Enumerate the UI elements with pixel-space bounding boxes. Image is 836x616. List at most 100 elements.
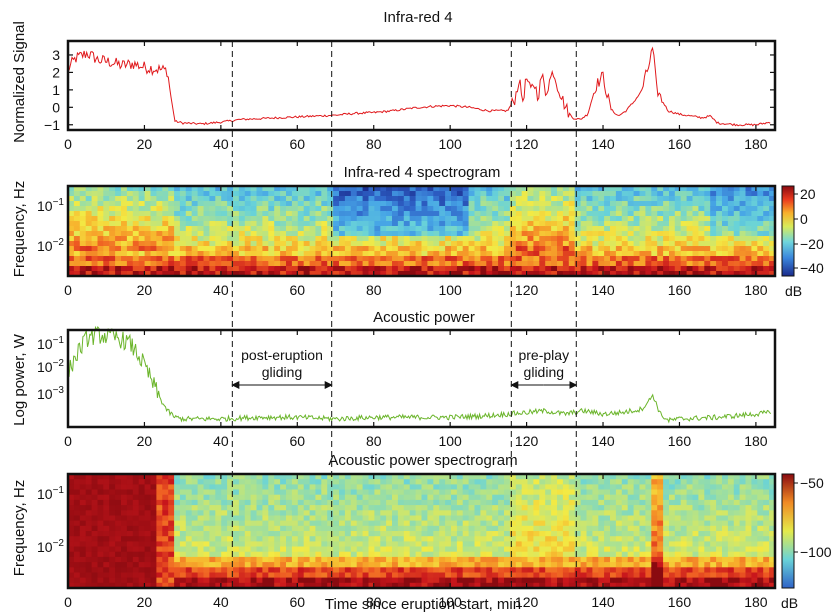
ir4-spectrogram-cell [462,271,470,277]
acoustic-spectrogram-cell [392,572,399,579]
acoustic-spectrogram-cell [462,577,470,584]
ir4-spectrogram-cell [521,231,529,237]
acoustic-spectrogram-cell [433,474,440,480]
acoustic-spectrogram-cell [692,484,699,491]
ir4-spectrogram-cell [492,226,499,232]
ir4-spectrogram-cell [303,186,311,192]
acoustic-spectrogram-cell [162,494,169,501]
acoustic-spectrogram-cell [203,556,210,563]
acoustic-spectrogram-cell [315,510,322,517]
ir4-spectrogram-cell [132,221,140,227]
acoustic-spectrogram-cell [162,505,169,511]
ir4-spectrogram-cell [221,216,228,222]
acoustic-spectrogram-cell [233,474,240,480]
ir4-spectrogram-cell [504,231,511,237]
acoustic-spectrogram-cell [763,515,770,522]
ir4-spectrogram-cell [262,236,269,242]
ir4-spectrogram-cell [757,236,764,242]
ir4-spectrogram-cell [545,191,552,197]
ir4-spectrogram-cell [374,201,381,207]
acoustic-spectrogram-cell [409,551,417,558]
ir4-spectrogram-cell [574,231,582,237]
acoustic-spectrogram-cell [763,546,770,553]
ir4-spectrogram-cell [621,236,629,242]
acoustic-spectrogram-cell [262,582,269,589]
ir4-spectrogram-cell [91,266,99,272]
ir4-spectrogram-cell [274,231,281,237]
acoustic-spectrogram-cell [421,551,428,558]
acoustic-spectrogram-cell [592,489,599,496]
ir4-spectrogram-cell [397,196,405,202]
acoustic-spectrogram-cell [763,479,770,485]
acoustic-spectrogram-cell [657,505,664,511]
acoustic-spectrogram-cell [480,567,487,574]
ir4-spectrogram-cell [197,221,205,227]
acoustic-spectrogram-cell [451,582,458,589]
ir4-spectrogram-cell [604,196,611,202]
ir4-spectrogram-cell [509,241,517,247]
acoustic-spectrogram-cell [162,531,169,537]
acoustic-spectrogram-cell [610,474,617,480]
acoustic-spectrogram-cell [515,510,523,517]
ir4-spectrogram-cell [474,196,481,202]
acoustic-spectrogram-cell [91,531,99,537]
acoustic-spectrogram-cell [79,531,87,537]
ir4-spectrogram-cell [309,206,317,212]
acoustic-spectrogram-cell [350,499,358,506]
acoustic-spectrogram-cell [374,541,381,548]
acoustic-spectrogram-cell [610,510,617,517]
acoustic-spectrogram-cell [439,520,446,527]
ir4-spectrogram-cell [504,191,511,197]
acoustic-spectrogram-cell [533,525,540,532]
ir4-spectrogram-cell [657,216,664,222]
acoustic-spectrogram-cell [710,582,717,589]
acoustic-spectrogram-cell [592,551,599,558]
acoustic-spectrogram-cell [79,525,87,532]
acoustic-spectrogram-cell [303,525,311,532]
ir4-spectrogram-cell [545,221,552,227]
ir4-spectrogram-cell [85,211,93,217]
acoustic-spectrogram-cell [327,515,334,522]
acoustic-spectrogram-cell [268,479,275,485]
acoustic-spectrogram-cell [309,567,317,574]
acoustic-spectrogram-cell [274,505,281,511]
ir4-spectrogram-cell [551,221,558,227]
acoustic-spectrogram-cell [704,562,711,568]
acoustic-spectrogram-cell [132,520,140,527]
ir4-spectrogram-cell [557,261,564,267]
acoustic-spectrogram-cell [445,567,452,574]
acoustic-spectrogram-cell [121,515,128,522]
ir4-spectrogram-cell [727,251,735,257]
acoustic-spectrogram-cell [733,541,741,548]
acoustic-spectrogram-cell [262,567,269,574]
ir4-spectrogram-cell [339,256,346,262]
ir4-spectrogram-cell [704,256,711,262]
acoustic-spectrogram-cell [215,484,222,491]
acoustic-spectrogram-cell [751,479,758,485]
ir4-spectrogram-cell [144,241,152,247]
acoustic-spectrogram-cell [297,499,305,506]
acoustic-spectrogram-cell [727,551,735,558]
acoustic-spectrogram-cell [280,551,287,558]
ir4-spectrogram-cell [374,216,381,222]
acoustic-spectrogram-cell [297,484,305,491]
acoustic-spectrogram-cell [138,499,146,506]
ir4-spectrogram-cell [344,241,352,247]
ir4-spectrogram-cell [356,186,364,192]
ir4-spectrogram-cell [515,256,523,262]
ir4-spectrogram-cell [427,221,434,227]
acoustic-spectrogram-cell [474,479,481,485]
acoustic-spectrogram-cell [704,546,711,553]
acoustic-spectrogram-cell [85,499,93,506]
ir4-spectrogram-cell [333,186,340,192]
acoustic-spectrogram-cell [126,567,134,574]
ir4-spectrogram-cell [474,231,481,237]
ir4-spectrogram-cell [374,256,381,262]
acoustic-spectrogram-cell [344,536,352,542]
acoustic-spectrogram-cell [233,536,240,542]
ir4-spectrogram-cell [185,236,193,242]
acoustic-spectrogram-cell [344,474,352,480]
acoustic-spectrogram-cell [515,577,523,584]
ir4-spectrogram-cell [79,261,87,267]
ir4-spectrogram-cell [498,256,505,262]
